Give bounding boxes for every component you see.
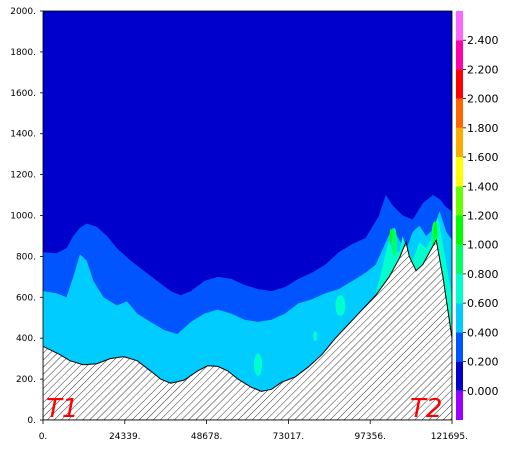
y-tick-label: 400. — [16, 334, 36, 344]
y-tick-label: 1200. — [10, 171, 36, 181]
contour-blob-0 — [254, 353, 263, 377]
y-tick-label: 0. — [27, 416, 36, 426]
y-tick-label: 1800. — [10, 48, 36, 58]
x-tick-label: 48678. — [191, 432, 223, 442]
contour-blob-6 — [434, 221, 438, 238]
terrain — [43, 238, 452, 420]
y-tick-label: 800. — [16, 252, 36, 262]
colorbar-label: 0.400 — [467, 326, 499, 339]
y-tick-label: 1600. — [10, 89, 36, 99]
colorbar-label: 1.000 — [467, 239, 499, 252]
colorbar-swatch — [456, 98, 463, 128]
colorbar-label: 1.200 — [467, 210, 499, 223]
colorbar-swatch — [456, 273, 463, 304]
x-tick-label: 0. — [39, 432, 48, 442]
colorbar-swatch — [456, 390, 463, 420]
y-tick-label: 200. — [16, 375, 36, 385]
annotation-t2: T2 — [410, 394, 442, 424]
colorbar-swatch — [456, 244, 463, 274]
colorbar-swatch — [456, 127, 463, 158]
x-tick-label: 73017. — [273, 432, 305, 442]
colorbar-label: 0.200 — [467, 356, 499, 369]
colorbar-swatch — [456, 157, 463, 187]
colorbar-label: 1.800 — [467, 122, 499, 135]
annotation-t1: T1 — [46, 394, 78, 424]
y-tick-label: 1400. — [10, 130, 36, 140]
colorbar-label: 1.600 — [467, 151, 499, 164]
colorbar-label: 0.800 — [467, 268, 499, 281]
colorbar-label: 2.000 — [467, 93, 499, 106]
colorbar-label: 0.000 — [467, 385, 499, 398]
x-tick-label: 97356. — [354, 432, 386, 442]
colorbar-label: 0.600 — [467, 297, 499, 310]
colorbar-swatch — [456, 332, 463, 362]
y-tick-label: 2000. — [10, 7, 36, 17]
colorbar-swatch — [456, 40, 463, 70]
contour-blob-5 — [389, 228, 393, 244]
colorbar: 0.000 0.200 0.400 0.600 0.800 1.000 1.200 1.400… — [456, 11, 499, 420]
colorbar-swatch — [456, 303, 463, 333]
x-tick-label: 121695. — [431, 432, 468, 442]
contour-plot-area — [43, 11, 452, 420]
colorbar-label: 2.200 — [467, 63, 499, 76]
colorbar-swatch — [456, 215, 463, 245]
contour-blob-1 — [335, 295, 346, 316]
x-tick-label: 24339. — [109, 432, 141, 442]
colorbar-swatch — [456, 361, 463, 391]
contour-blob-2 — [313, 331, 318, 342]
contour-blob-3 — [391, 227, 397, 257]
colorbar-label: 2.400 — [467, 34, 499, 47]
y-axis: 0. 200. 400. 600. 800. 1000. 1200. 1400. 1600. 18… — [10, 7, 43, 426]
x-axis: 0. 24339. 48678. 73017. 97356. 121695. — [39, 420, 468, 442]
colorbar-swatch — [456, 69, 463, 99]
colorbar-label: 1.400 — [467, 180, 499, 193]
colorbar-swatch — [456, 186, 463, 216]
colorbar-swatch — [456, 11, 463, 41]
y-tick-label: 600. — [16, 293, 36, 303]
y-tick-label: 1000. — [10, 212, 36, 222]
